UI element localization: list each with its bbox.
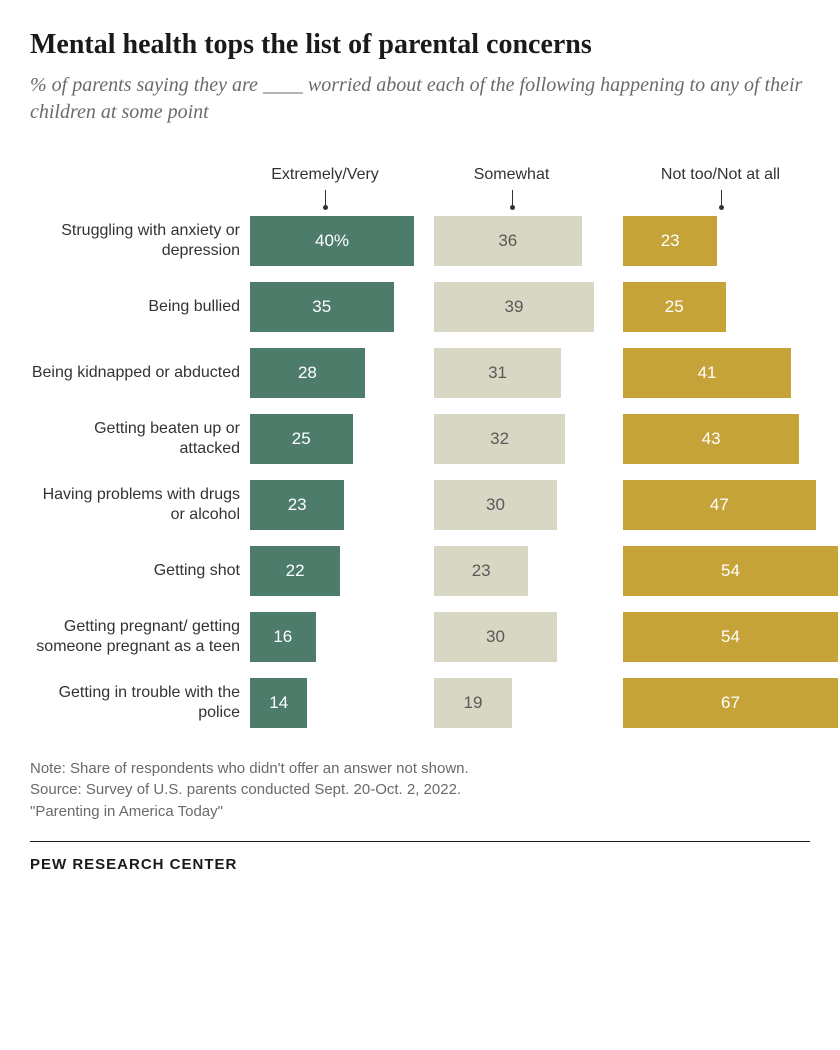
chart-subtitle: % of parents saying they are ____ worrie… (30, 72, 810, 126)
row-bars: 25 32 43 (250, 414, 838, 464)
bar: 28 (250, 348, 365, 398)
row-bars: 22 23 54 (250, 546, 838, 596)
source-logo: PEW RESEARCH CENTER (30, 856, 810, 873)
row-bars: 35 39 25 (250, 282, 838, 332)
bar: 23 (250, 480, 344, 530)
note-line: "Parenting in America Today" (30, 801, 810, 823)
bar: 14 (250, 678, 307, 728)
bar-cell: 39 (434, 282, 609, 332)
row-label: Having problems with drugs or alcohol (30, 485, 250, 523)
table-row: Getting in trouble with the police141967 (30, 678, 810, 728)
bar-cell: 22 (250, 546, 420, 596)
note-line: Source: Survey of U.S. parents conducted… (30, 779, 810, 801)
bar-cell: 31 (434, 348, 609, 398)
chart-rows: Struggling with anxiety or depression40%… (30, 216, 810, 728)
bar-cell: 23 (250, 480, 420, 530)
table-row: Getting beaten up or attacked25 32 43 (30, 414, 810, 464)
bar: 30 (434, 480, 557, 530)
column-header: Somewhat (424, 166, 599, 212)
row-label: Struggling with anxiety or depression (30, 221, 250, 259)
header-tick (512, 190, 513, 206)
bar-cell: 54 (623, 612, 838, 662)
bar: 35 (250, 282, 394, 332)
row-label: Getting shot (30, 561, 250, 580)
bar: 23 (434, 546, 528, 596)
row-label: Being kidnapped or abducted (30, 363, 250, 382)
bar-cell: 25 (250, 414, 420, 464)
bar: 19 (434, 678, 512, 728)
header-tick (721, 190, 722, 206)
row-bars: 23 30 47 (250, 480, 838, 530)
bar-cell: 19 (434, 678, 609, 728)
table-row: Getting shot222354 (30, 546, 810, 596)
bar-cell: 43 (623, 414, 838, 464)
column-header-label: Not too/Not at all (613, 166, 828, 184)
header-tick (325, 190, 326, 206)
bar: 25 (250, 414, 353, 464)
bar-cell: 30 (434, 612, 609, 662)
bar: 41 (623, 348, 791, 398)
table-row: Having problems with drugs or alcohol23 3… (30, 480, 810, 530)
table-row: Getting pregnant/ getting someone pregna… (30, 612, 810, 662)
bar: 54 (623, 612, 838, 662)
bar-cell: 54 (623, 546, 838, 596)
bar: 30 (434, 612, 557, 662)
bar-cell: 16 (250, 612, 420, 662)
row-label: Getting beaten up or attacked (30, 419, 250, 457)
bar: 36 (434, 216, 582, 266)
row-bars: 14 19 67 (250, 678, 838, 728)
bar: 23 (623, 216, 717, 266)
bar: 43 (623, 414, 799, 464)
bar-cell: 35 (250, 282, 420, 332)
bar-cell: 32 (434, 414, 609, 464)
bar: 32 (434, 414, 565, 464)
bar-cell: 25 (623, 282, 838, 332)
bar-cell: 41 (623, 348, 838, 398)
bar-cell: 28 (250, 348, 420, 398)
chart-notes: Note: Share of respondents who didn't of… (30, 758, 810, 823)
bar-cell: 36 (434, 216, 609, 266)
row-label: Getting in trouble with the police (30, 683, 250, 721)
chart-area: Extremely/VerySomewhatNot too/Not at all… (30, 166, 810, 728)
header-dot (510, 205, 515, 210)
bar: 67 (623, 678, 838, 728)
bar: 22 (250, 546, 340, 596)
bar-cell: 47 (623, 480, 838, 530)
bar-cell: 30 (434, 480, 609, 530)
row-label: Getting pregnant/ getting someone pregna… (30, 617, 250, 655)
column-header: Not too/Not at all (613, 166, 828, 212)
table-row: Being bullied35 39 25 (30, 282, 810, 332)
table-row: Being kidnapped or abducted28 31 41 (30, 348, 810, 398)
column-header-label: Extremely/Very (240, 166, 410, 184)
bar: 16 (250, 612, 316, 662)
row-bars: 28 31 41 (250, 348, 838, 398)
column-headers: Extremely/VerySomewhatNot too/Not at all (30, 166, 810, 212)
bar: 54 (623, 546, 838, 596)
column-header-label: Somewhat (424, 166, 599, 184)
bar: 31 (434, 348, 561, 398)
chart-title: Mental health tops the list of parental … (30, 28, 810, 62)
divider (30, 841, 810, 842)
bar-cell: 67 (623, 678, 838, 728)
row-bars: 40% 36 23 (250, 216, 838, 266)
header-spacer (30, 166, 240, 212)
bar: 40% (250, 216, 414, 266)
header-dot (719, 205, 724, 210)
table-row: Struggling with anxiety or depression40%… (30, 216, 810, 266)
bar-cell: 40% (250, 216, 420, 266)
note-line: Note: Share of respondents who didn't of… (30, 758, 810, 780)
bar-cell: 23 (434, 546, 609, 596)
bar: 39 (434, 282, 594, 332)
bar: 25 (623, 282, 726, 332)
bar-cell: 14 (250, 678, 420, 728)
bar-cell: 23 (623, 216, 838, 266)
header-dot (323, 205, 328, 210)
column-header: Extremely/Very (240, 166, 410, 212)
row-label: Being bullied (30, 297, 250, 316)
chart-container: Mental health tops the list of parental … (0, 0, 840, 897)
bar: 47 (623, 480, 816, 530)
row-bars: 16 30 54 (250, 612, 838, 662)
